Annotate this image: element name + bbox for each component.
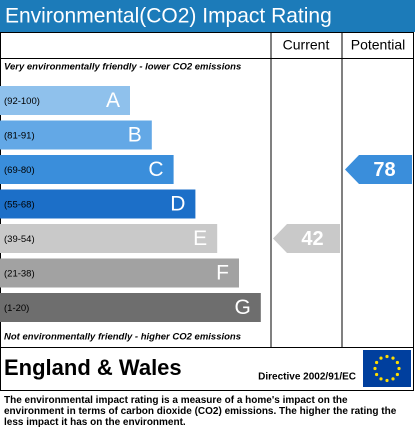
rating-arrow [345,155,412,184]
star [373,366,377,371]
band-range: (21-38) [4,269,35,280]
title: Environmental(CO2) Impact Rating [5,5,332,28]
star [379,377,383,381]
star [395,372,399,377]
star [375,360,379,365]
band-letter: B [128,124,142,147]
band-bar [0,86,130,115]
title-bar [0,0,415,32]
star [385,378,389,383]
eu-stars [373,354,401,383]
band-bar [0,293,261,322]
rating-arrow [273,224,340,253]
star [391,377,395,381]
band-bar [0,120,152,150]
star [391,356,395,360]
band-letter: F [216,262,229,285]
star [375,372,379,377]
bottom-note: Not environmentally friendly - higher CO… [4,332,241,343]
band-range: (1-20) [4,303,29,314]
band-range: (92-100) [4,96,40,107]
band-letter: A [106,89,120,112]
band-letter: E [193,227,207,250]
column-header: Current [283,37,330,53]
band-bar [0,224,218,253]
band-letter: G [234,296,250,319]
rating-value: 42 [301,228,323,250]
band-bar [0,155,174,184]
band-letter: D [170,193,185,216]
star [379,356,383,360]
directive: Directive 2002/91/EC [258,372,356,383]
band-letter: C [148,158,163,181]
star [395,360,399,365]
rating-value: 78 [373,159,395,181]
band-bar [0,258,239,288]
band-range: (55-68) [4,200,35,211]
description: The environmental impact rating is a mea… [4,395,397,428]
band-range: (81-91) [4,131,35,142]
country: England & Wales [4,355,182,380]
band-bar [0,189,196,219]
star [397,366,401,371]
top-note: Very environmentally friendly - lower CO… [4,62,241,73]
band-range: (69-80) [4,165,35,176]
band-range: (39-54) [4,234,35,245]
column-header: Potential [351,37,405,53]
star [385,354,389,359]
